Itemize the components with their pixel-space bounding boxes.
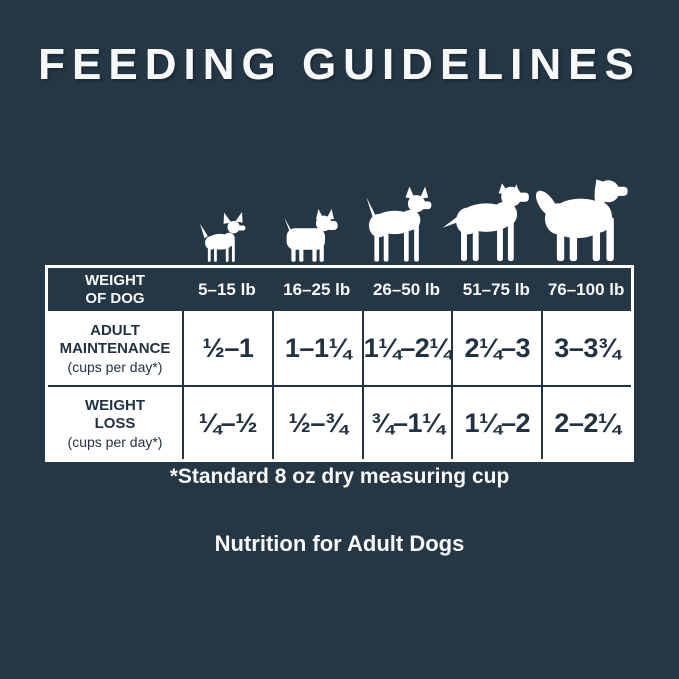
header-weight-of-dog: WEIGHT OF DOG [48, 268, 182, 311]
header-col-76-100lb: 76–100 lb [541, 268, 631, 311]
page-title: FEEDING GUIDELINES [38, 40, 641, 89]
value-cell: 1–1¼ [271, 311, 362, 385]
retriever-icon [533, 170, 634, 263]
value-cell: 3–3¾ [541, 311, 631, 385]
header-col-5-15lb: 5–15 lb [182, 268, 272, 311]
value-cell: ¼–½ [182, 385, 272, 459]
value-cell: ½–¾ [271, 385, 362, 459]
header-col-16-25lb: 16–25 lb [271, 268, 362, 311]
feeding-table: WEIGHT OF DOG 5–15 lb 16–25 lb 26–50 lb … [45, 265, 634, 462]
value-cell: 2–2¼ [541, 385, 631, 459]
boxer-icon [354, 170, 441, 263]
row-label-adult-maintenance: ADULT MAINTENANCE (cups per day*) [48, 311, 182, 385]
adult-dogs-tagline: Nutrition for Adult Dogs [214, 531, 465, 556]
chihuahua-icon [179, 170, 266, 263]
rottweiler-icon [441, 170, 533, 263]
measuring-cup-footnote: *Standard 8 oz dry measuring cup [169, 465, 510, 488]
header-col-26-50lb: 26–50 lb [361, 268, 452, 311]
value-cell: ¾–1¼ [361, 385, 452, 459]
value-cell: 1¼–2 [451, 385, 542, 459]
terrier-icon [266, 170, 353, 263]
value-cell: 2¼–3 [451, 311, 542, 385]
value-cell: ½–1 [182, 311, 272, 385]
value-cell: 1¼–2¼ [361, 311, 452, 385]
row-label-weight-loss: WEIGHT LOSS (cups per day*) [48, 385, 182, 459]
dog-size-row [179, 170, 634, 263]
header-col-51-75lb: 51–75 lb [451, 268, 542, 311]
